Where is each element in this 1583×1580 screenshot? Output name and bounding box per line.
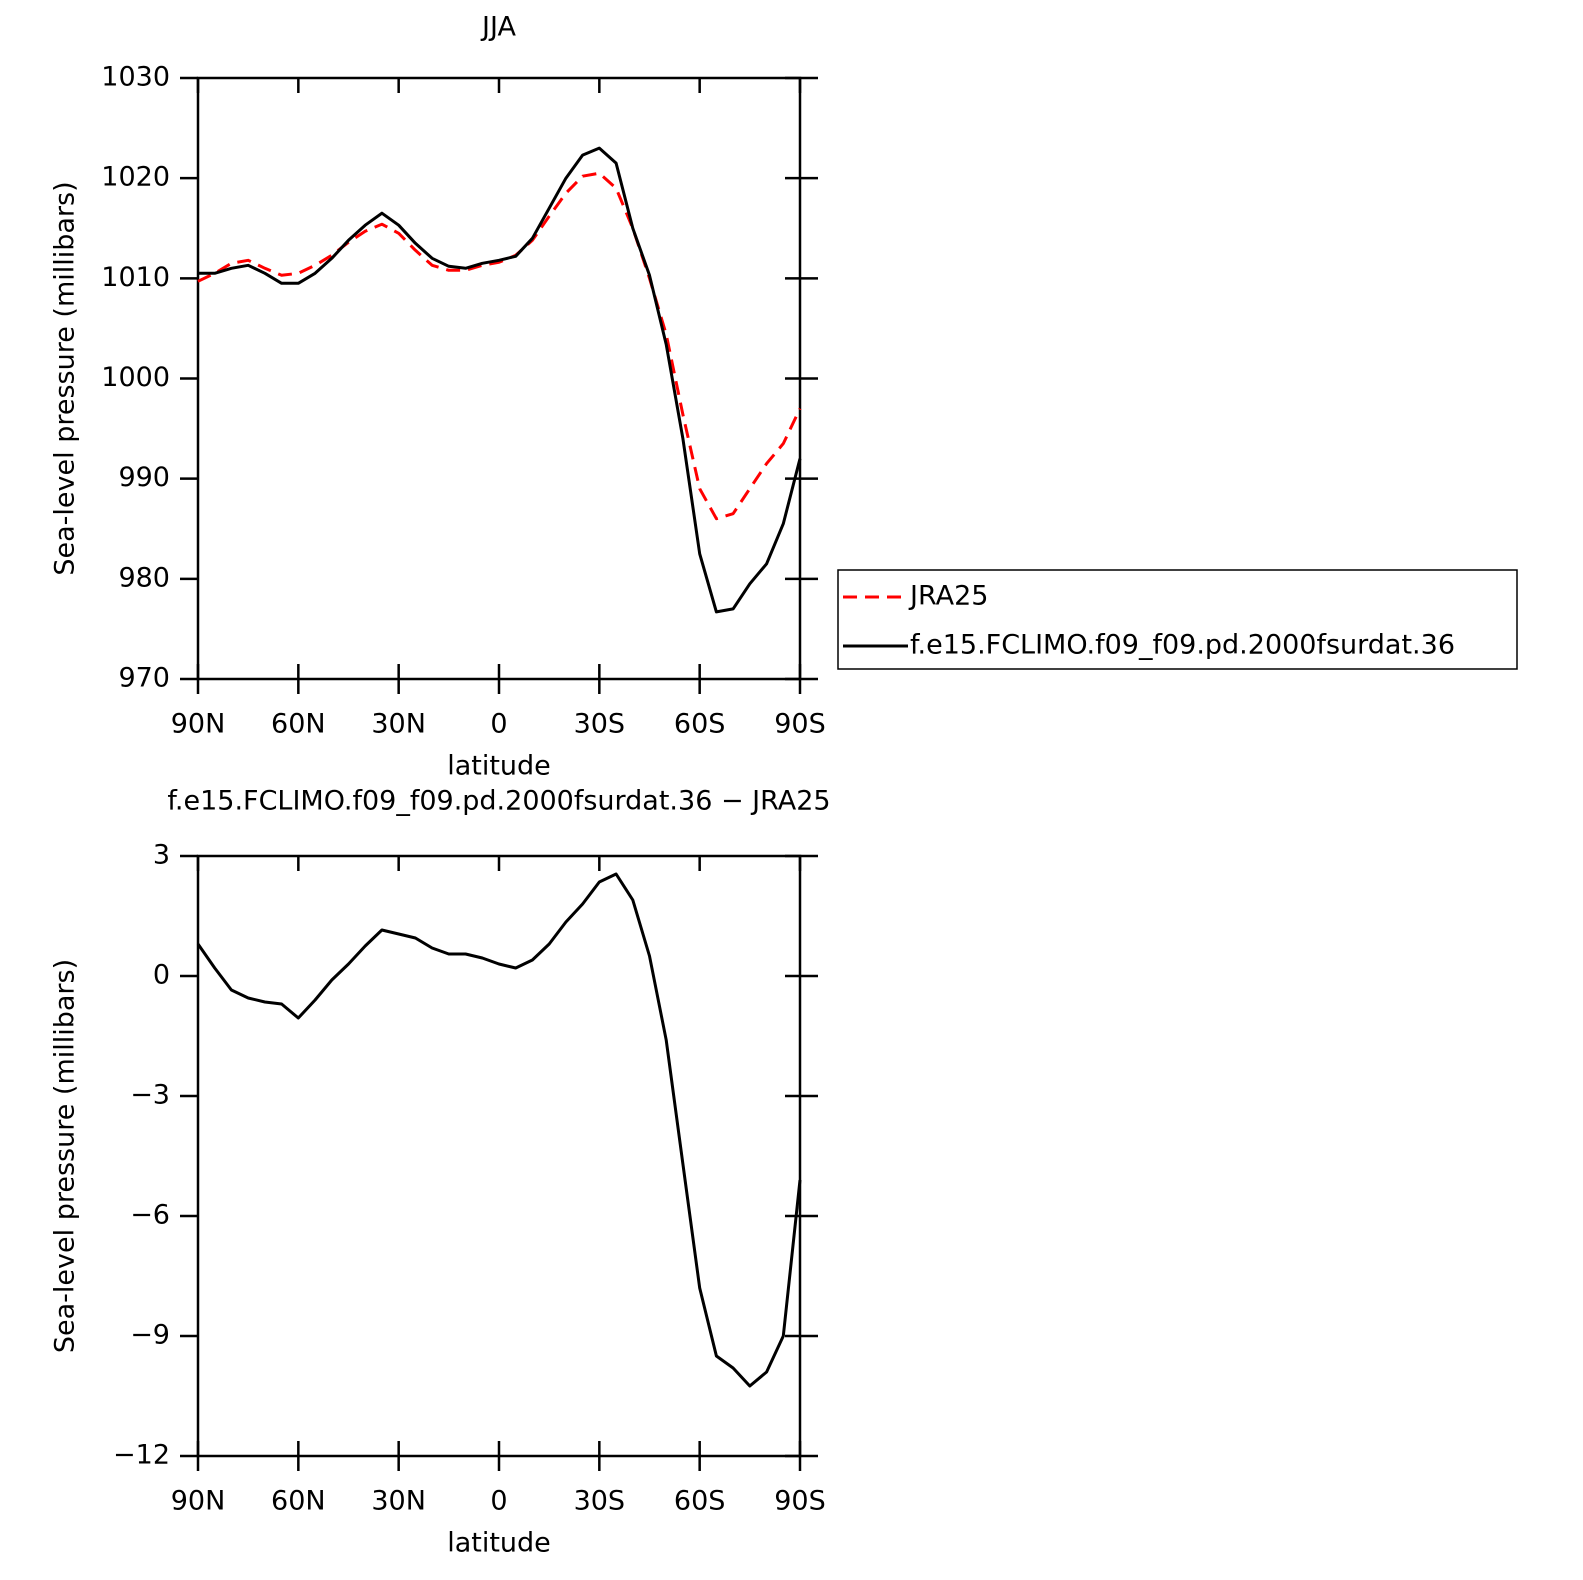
x-tick-label: 0 xyxy=(490,709,507,740)
legend-label: f.e15.FCLIMO.f09_f09.pd.2000fsurdat.36 xyxy=(910,630,1455,661)
y-tick-label: −3 xyxy=(130,1080,170,1111)
y-tick-label: 980 xyxy=(118,562,170,593)
y-tick-label: 1010 xyxy=(101,262,170,293)
data-line xyxy=(196,872,802,1388)
y-axis-label: Sea-level pressure (millibars) xyxy=(50,959,81,1353)
x-tick-label: 0 xyxy=(490,1486,507,1517)
x-tick-label: 90S xyxy=(774,1486,826,1517)
y-tick-label: 970 xyxy=(118,663,170,694)
x-tick-label: 30N xyxy=(371,709,426,740)
y-tick-label: 990 xyxy=(118,462,170,493)
x-tick-label: 60N xyxy=(271,709,326,740)
y-tick-label: −12 xyxy=(113,1440,170,1471)
x-tick-label: 60S xyxy=(674,1486,726,1517)
chart-title: f.e15.FCLIMO.f09_f09.pd.2000fsurdat.36 −… xyxy=(167,786,830,817)
x-tick-label: 30S xyxy=(574,1486,626,1517)
y-tick-label: 3 xyxy=(153,840,170,871)
y-tick-label: −9 xyxy=(130,1320,170,1351)
x-axis-label: latitude xyxy=(447,1528,551,1559)
data-line xyxy=(198,146,802,614)
y-tick-label: 1030 xyxy=(101,62,170,93)
x-axis-label: latitude xyxy=(447,751,551,782)
y-tick-label: 1020 xyxy=(101,162,170,193)
chart-title: JJA xyxy=(480,12,516,43)
data-line xyxy=(197,171,802,521)
x-tick-label: 30N xyxy=(371,1486,426,1517)
x-tick-label: 30S xyxy=(574,709,626,740)
y-tick-label: −6 xyxy=(130,1200,170,1231)
x-tick-label: 60S xyxy=(674,709,726,740)
y-axis-label: Sea-level pressure (millibars) xyxy=(50,181,81,575)
x-tick-label: 90N xyxy=(171,1486,226,1517)
plot-frame xyxy=(196,854,802,1458)
x-tick-label: 60N xyxy=(271,1486,326,1517)
y-tick-label: 1000 xyxy=(101,362,170,393)
x-tick-label: 90S xyxy=(774,709,826,740)
x-tick-label: 90N xyxy=(171,709,226,740)
y-tick-label: 0 xyxy=(153,960,170,991)
legend-label: JRA25 xyxy=(908,581,988,612)
legend-box xyxy=(837,569,1518,670)
